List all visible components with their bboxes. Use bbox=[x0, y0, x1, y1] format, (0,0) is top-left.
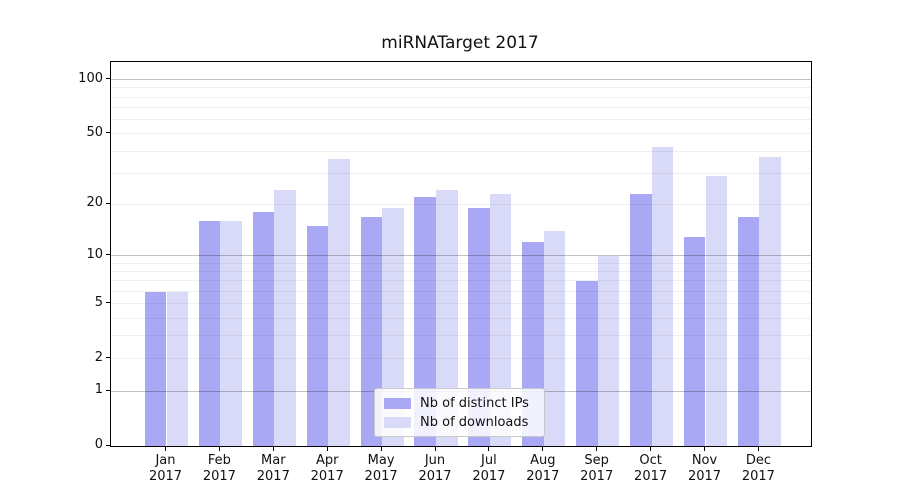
y-tick-mark bbox=[105, 357, 110, 359]
x-tick-label-jun: Jun 2017 bbox=[418, 453, 452, 484]
legend-swatch-downloads bbox=[384, 416, 411, 428]
y-tick-label-0: 0 bbox=[94, 437, 103, 452]
bar-downloads-nov bbox=[705, 175, 728, 446]
y-tick-mark bbox=[105, 254, 110, 256]
x-tick-mark bbox=[757, 446, 759, 451]
x-tick-mark bbox=[165, 446, 166, 451]
x-tick-mark bbox=[272, 446, 274, 451]
x-tick-label-jan: Jan 2017 bbox=[148, 453, 183, 484]
bar-downloads-feb bbox=[220, 221, 242, 446]
bar-distinct-ips-jan bbox=[144, 291, 167, 446]
y-tick-mark bbox=[105, 202, 110, 204]
bar-downloads-aug bbox=[543, 231, 566, 446]
bar-distinct-ips-jun bbox=[414, 197, 436, 446]
legend-swatch-distinct-ips bbox=[384, 397, 411, 409]
bar-distinct-ips-apr bbox=[306, 225, 329, 446]
y-tick-mark bbox=[105, 444, 110, 446]
bar-downloads-sep bbox=[597, 255, 620, 446]
legend-label-distinct-ips: Nb of distinct IPs bbox=[420, 395, 529, 411]
y-tick-label-20: 20 bbox=[86, 195, 103, 211]
x-tick-label-may: May 2017 bbox=[364, 453, 398, 484]
x-tick-label-aug: Aug 2017 bbox=[526, 453, 560, 484]
x-tick-label-sep: Sep 2017 bbox=[580, 453, 614, 484]
bar-downloads-apr bbox=[328, 159, 350, 446]
y-tick-label-5: 5 bbox=[94, 294, 103, 310]
bar-downloads-may bbox=[382, 208, 404, 446]
bar-distinct-ips-mar bbox=[252, 212, 275, 446]
y-tick-label-1: 1 bbox=[94, 382, 103, 397]
y-tick-label-100: 100 bbox=[78, 70, 103, 86]
x-tick-mark bbox=[488, 446, 490, 451]
bar-distinct-ips-feb bbox=[198, 221, 221, 446]
bar-downloads-jun bbox=[436, 190, 458, 446]
bar-downloads-mar bbox=[274, 190, 296, 446]
bars-layer bbox=[111, 62, 811, 446]
legend: Nb of distinct IPs Nb of downloads bbox=[374, 388, 545, 437]
x-tick-mark bbox=[596, 446, 598, 451]
chart-title: miRNATarget 2017 bbox=[381, 33, 539, 53]
bar-downloads-dec bbox=[759, 157, 781, 446]
x-tick-mark bbox=[380, 446, 382, 451]
x-tick-label-dec: Dec 2017 bbox=[741, 453, 775, 484]
bar-distinct-ips-jul bbox=[468, 208, 490, 446]
x-tick-mark bbox=[326, 446, 328, 451]
x-tick-label-oct: Oct 2017 bbox=[634, 453, 668, 484]
x-tick-mark bbox=[542, 446, 544, 451]
x-tick-mark bbox=[218, 446, 220, 451]
legend-item-distinct-ips: Nb of distinct IPs bbox=[384, 396, 535, 411]
legend-label-downloads: Nb of downloads bbox=[420, 414, 529, 430]
x-tick-mark bbox=[434, 446, 436, 451]
bar-distinct-ips-dec bbox=[737, 216, 760, 446]
x-tick-mark bbox=[650, 446, 652, 451]
x-tick-label-jul: Jul 2017 bbox=[472, 453, 506, 484]
y-tick-label-50: 50 bbox=[86, 124, 103, 140]
y-tick-label-2: 2 bbox=[94, 349, 103, 365]
y-tick-mark bbox=[105, 389, 110, 391]
bar-distinct-ips-sep bbox=[576, 280, 598, 446]
bar-downloads-jan bbox=[166, 291, 189, 446]
plot-area: Nb of distinct IPs Nb of downloads bbox=[110, 61, 812, 447]
x-tick-mark bbox=[704, 446, 705, 451]
legend-item-downloads: Nb of downloads bbox=[384, 415, 535, 430]
bar-downloads-jul bbox=[489, 193, 512, 446]
y-tick-mark bbox=[105, 78, 110, 80]
bar-distinct-ips-nov bbox=[683, 236, 706, 446]
bar-downloads-oct bbox=[651, 147, 674, 446]
x-tick-label-feb: Feb 2017 bbox=[202, 453, 236, 484]
y-tick-mark bbox=[105, 302, 110, 304]
x-tick-label-apr: Apr 2017 bbox=[310, 453, 344, 484]
x-tick-label-nov: Nov 2017 bbox=[687, 453, 722, 484]
bar-distinct-ips-oct bbox=[630, 193, 652, 446]
y-tick-label-10: 10 bbox=[86, 246, 103, 262]
x-tick-label-mar: Mar 2017 bbox=[256, 453, 290, 484]
y-tick-mark bbox=[105, 132, 110, 134]
